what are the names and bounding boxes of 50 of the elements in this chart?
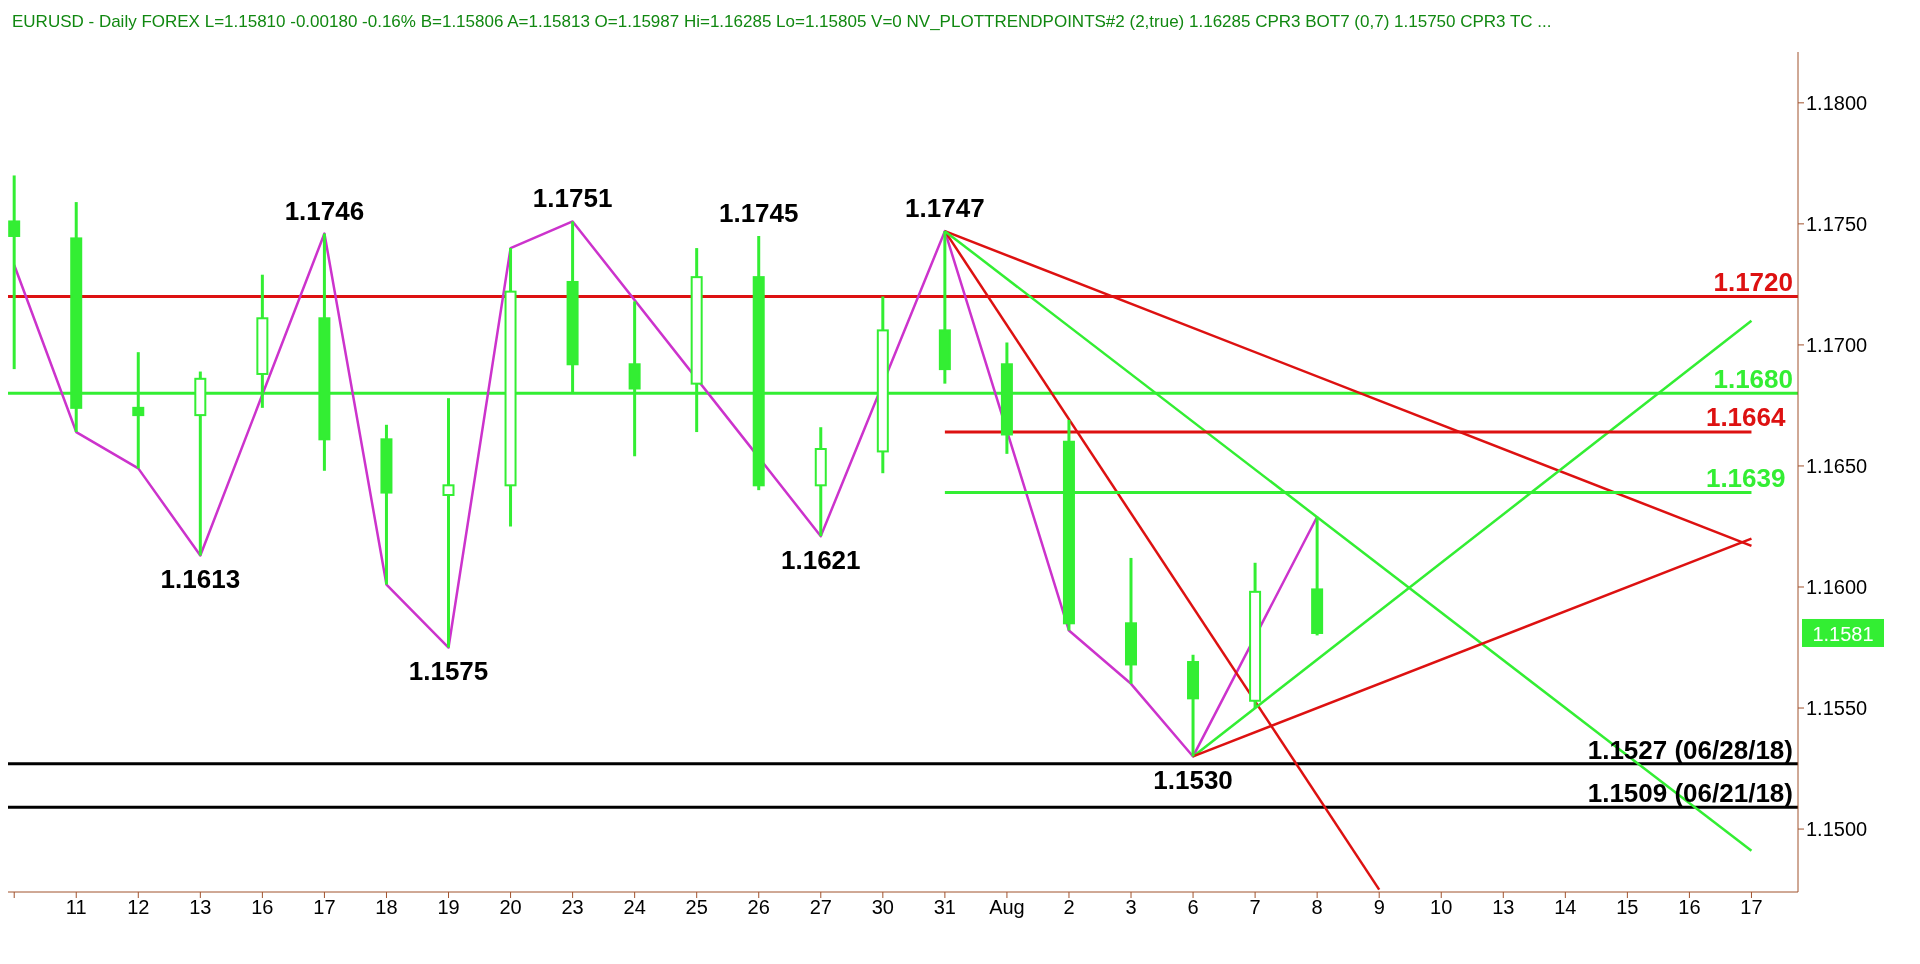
y-tick-label: 1.1800 — [1806, 91, 1868, 114]
annotation: 1.1530 — [1153, 764, 1233, 795]
x-tick-label: 16 — [251, 896, 274, 919]
chart-title: EURUSD - Daily FOREX L=1.15810 -0.00180 -0.16% B=1.15806 A=1.15813 O=1.15987 Hi=1.16285 Lo=1.15805 V=0 NV_PLOTTRENDPOINTS#2 (2,true) 1.16285 CPR3 BOT7 (0,7) 1.15750 CPR3 TC ... — [11, 11, 1553, 32]
x-tick-label: 14 — [1554, 896, 1577, 919]
x-tick-label: 13 — [1492, 896, 1515, 919]
series-label: 1.1639 — [1705, 462, 1786, 493]
x-tick-label: 20 — [499, 896, 522, 919]
x-tick-label: 25 — [685, 896, 708, 919]
x-tick-label: Aug — [989, 896, 1025, 919]
x-tick-label: 16 — [1678, 896, 1701, 919]
annotation: 1.1747 — [905, 193, 985, 224]
x-tick-label: 15 — [1616, 896, 1639, 919]
x-tick-label: 10 — [1430, 896, 1453, 919]
x-tick-label: 3 — [1125, 896, 1137, 919]
y-tick-label: 1.1700 — [1806, 334, 1868, 357]
x-tick-label: 23 — [561, 896, 584, 919]
x-tick-label: 9 — [1373, 896, 1385, 919]
x-tick-label: 26 — [747, 896, 770, 919]
y-tick-label: 1.1650 — [1806, 455, 1868, 478]
x-tick-label: 6 — [1187, 896, 1199, 919]
x-tick-label: 30 — [871, 896, 894, 919]
x-tick-label: 24 — [623, 896, 646, 919]
x-tick-label: 31 — [933, 896, 957, 919]
annotation: 1.1575 — [408, 655, 489, 686]
ref-line-label: 1.1509 (06/21/18) — [1587, 778, 1793, 809]
x-tick-label: 27 — [809, 896, 832, 919]
x-tick-label: 17 — [1740, 896, 1763, 919]
annotation: 1.1745 — [718, 197, 799, 228]
series-label: 1.1664 — [1705, 402, 1786, 433]
text: 1.1581 — [1812, 622, 1874, 645]
x-tick-label: 17 — [313, 896, 336, 919]
x-tick-label: 12 — [127, 896, 150, 919]
x-tick-label: 7 — [1249, 896, 1261, 919]
ref-line-label: 1.1680 — [1713, 364, 1793, 395]
annotation: 1.1621 — [781, 544, 861, 575]
x-tick-label: 8 — [1311, 896, 1323, 919]
y-tick-label: 1.1550 — [1806, 697, 1868, 720]
annotation: 1.1613 — [160, 563, 241, 594]
x-tick-label: 13 — [189, 896, 212, 919]
y-tick-label: 1.1600 — [1806, 576, 1868, 599]
ref-line-label: 1.1720 — [1713, 267, 1793, 298]
annotation: 1.1751 — [532, 183, 613, 214]
x-tick-label: 19 — [437, 896, 460, 919]
x-tick-label: 2 — [1063, 896, 1075, 919]
y-tick-label: 1.1750 — [1806, 212, 1868, 235]
annotation: 1.1746 — [284, 195, 365, 226]
y-tick-label: 1.1500 — [1806, 818, 1868, 841]
x-tick-label: 11 — [65, 896, 87, 919]
x-tick-label: 18 — [375, 896, 398, 919]
